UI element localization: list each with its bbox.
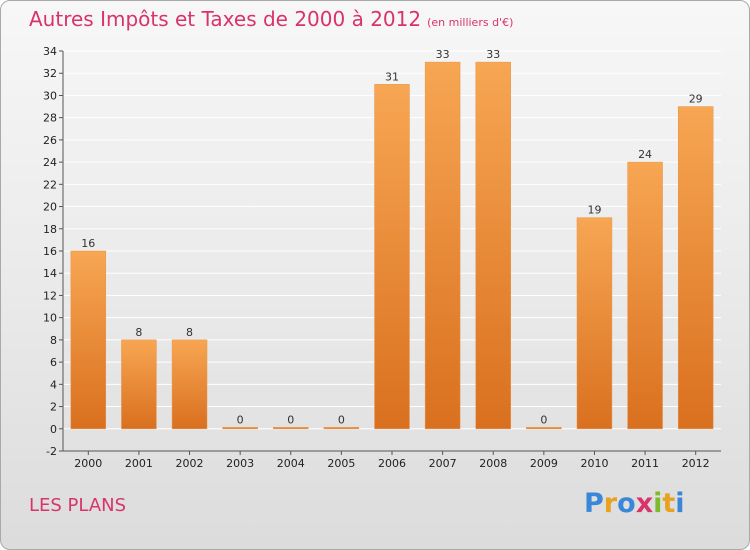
logo-letter: x xyxy=(635,488,654,519)
y-tick-label: 4 xyxy=(50,378,57,391)
bar-value-label: 0 xyxy=(338,413,345,426)
bars xyxy=(70,61,714,430)
bar xyxy=(475,61,511,430)
x-tick-label: 2001 xyxy=(125,457,153,470)
y-tick-label: 24 xyxy=(43,156,57,169)
y-tick-label: 28 xyxy=(43,112,57,125)
bar xyxy=(70,250,107,430)
logo-letter: o xyxy=(617,488,636,519)
logo-letter: P xyxy=(584,488,604,519)
bar-value-label: 29 xyxy=(689,93,703,106)
bar xyxy=(171,339,208,430)
logo-letter: t xyxy=(662,488,676,519)
y-tick-label: 16 xyxy=(43,245,57,258)
bar-value-label: 0 xyxy=(540,413,547,426)
logo-letter: r xyxy=(603,488,618,519)
bar xyxy=(121,339,157,430)
chart-title-text: Autres Impôts et Taxes de 2000 à 2012 xyxy=(29,7,422,31)
x-tick-label: 2006 xyxy=(378,457,406,470)
x-tick-label: 2003 xyxy=(226,457,254,470)
unit-label: (en milliers d'€) xyxy=(427,16,514,29)
bar-value-label: 33 xyxy=(486,48,500,61)
x-tick-label: 2008 xyxy=(479,457,507,470)
bar xyxy=(627,161,663,430)
bar-value-label: 33 xyxy=(436,48,450,61)
y-tick-label: 30 xyxy=(43,89,57,102)
x-tick-label: 2012 xyxy=(682,457,710,470)
x-tick-label: 2007 xyxy=(429,457,457,470)
y-tick-label: -2 xyxy=(46,445,57,458)
bar xyxy=(576,217,613,430)
bar xyxy=(273,427,309,430)
bar-value-label: 31 xyxy=(385,70,399,83)
bar xyxy=(424,61,461,430)
y-tick-label: 0 xyxy=(50,423,57,436)
bar xyxy=(677,106,714,430)
bar xyxy=(323,427,360,430)
x-tick-label: 2005 xyxy=(327,457,355,470)
value-labels: 16 8 8 0 0 0 31 33 33 0 19 24 29 xyxy=(81,48,702,426)
bar xyxy=(526,427,562,430)
x-tick-label: 2002 xyxy=(176,457,204,470)
y-tick-label: 18 xyxy=(43,223,57,236)
bar-value-label: 8 xyxy=(186,326,193,339)
y-tick-label: 14 xyxy=(43,267,57,280)
x-tick-label: 2000 xyxy=(74,457,102,470)
y-tick-label: 32 xyxy=(43,67,57,80)
y-tick-label: 26 xyxy=(43,134,57,147)
x-tick-labels: 2000 2001 2002 2003 2004 2005 2006 2007 2008 2009… xyxy=(74,457,709,470)
y-tick-label: 6 xyxy=(50,356,57,369)
y-tick-label: 8 xyxy=(50,334,57,347)
axes xyxy=(59,50,721,455)
y-tick-label: 22 xyxy=(43,178,57,191)
commune-name: LES PLANS xyxy=(29,495,127,516)
chart-title: Autres Impôts et Taxes de 2000 à 2012 (en… xyxy=(29,7,513,31)
bar-value-label: 19 xyxy=(587,204,601,217)
logo-letter: i xyxy=(653,488,663,519)
proxiti-logo[interactable]: Proxiti xyxy=(584,488,685,519)
bar-value-label: 8 xyxy=(135,326,142,339)
x-tick-label: 2011 xyxy=(631,457,659,470)
y-tick-label: 2 xyxy=(50,401,57,414)
x-tick-label: 2004 xyxy=(277,457,305,470)
bar-value-label: 24 xyxy=(638,148,652,161)
y-tick-label: 12 xyxy=(43,289,57,302)
y-tick-label: 10 xyxy=(43,312,57,325)
logo-letter: i xyxy=(675,488,685,519)
y-tick-label: 34 xyxy=(43,45,57,58)
bar-value-label: 16 xyxy=(81,237,95,250)
bar xyxy=(222,427,258,430)
bar-value-label: 0 xyxy=(287,413,294,426)
x-tick-label: 2010 xyxy=(580,457,608,470)
y-tick-label: 20 xyxy=(43,201,57,214)
bar-value-label: 0 xyxy=(237,413,244,426)
x-tick-label: 2009 xyxy=(530,457,558,470)
bar xyxy=(374,84,410,430)
